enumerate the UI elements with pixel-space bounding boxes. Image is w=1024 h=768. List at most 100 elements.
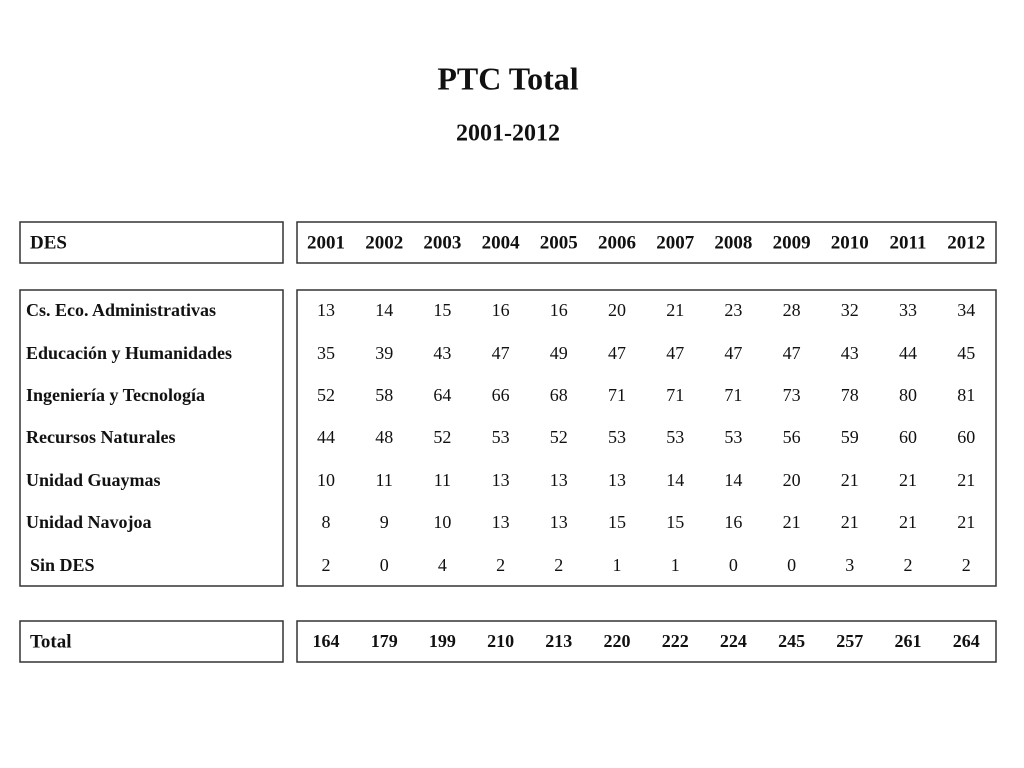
cell-value: 13 — [550, 512, 568, 532]
header-label-box — [19, 221, 284, 264]
cell-value: 32 — [841, 300, 859, 320]
year-header: 2001 — [307, 232, 345, 253]
header-label: DES — [30, 232, 67, 253]
cell-value: 47 — [608, 343, 626, 363]
cell-value: 15 — [608, 512, 626, 532]
cell-value: 10 — [433, 512, 451, 532]
cell-value: 59 — [841, 427, 859, 447]
cell-value: 71 — [608, 385, 626, 405]
cell-value: 53 — [666, 427, 684, 447]
total-value: 199 — [429, 631, 456, 651]
cell-value: 64 — [433, 385, 451, 405]
cell-value: 13 — [608, 470, 626, 490]
year-header: 2002 — [365, 232, 403, 253]
row-labels-box — [19, 289, 284, 587]
cell-value: 43 — [841, 343, 859, 363]
cell-value: 15 — [666, 512, 684, 532]
total-label: Total — [30, 631, 72, 652]
cell-value: 47 — [666, 343, 684, 363]
title: PTC Total — [437, 60, 578, 96]
row-label: Unidad Guaymas — [26, 470, 161, 490]
year-header: 2006 — [598, 232, 636, 253]
year-header: 2010 — [831, 232, 869, 253]
cell-value: 58 — [375, 385, 393, 405]
cell-value: 43 — [433, 343, 451, 363]
cell-value: 47 — [724, 343, 742, 363]
cell-value: 14 — [724, 470, 742, 490]
total-value: 224 — [720, 631, 747, 651]
total-value: 220 — [604, 631, 631, 651]
cell-value: 20 — [608, 300, 626, 320]
year-header: 2008 — [714, 232, 752, 253]
cell-value: 44 — [317, 427, 335, 447]
cell-value: 68 — [550, 385, 568, 405]
cell-value: 71 — [724, 385, 742, 405]
cell-value: 48 — [375, 427, 393, 447]
cell-value: 21 — [841, 470, 859, 490]
cell-value: 13 — [317, 300, 335, 320]
cell-value: 80 — [899, 385, 917, 405]
cell-value: 28 — [783, 300, 801, 320]
cell-value: 21 — [899, 470, 917, 490]
row-label: Cs. Eco. Administrativas — [26, 300, 216, 320]
cell-value: 60 — [899, 427, 917, 447]
cell-value: 52 — [550, 427, 568, 447]
cell-value: 13 — [492, 512, 510, 532]
total-value: 264 — [953, 631, 980, 651]
cell-value: 47 — [783, 343, 801, 363]
total-value: 213 — [545, 631, 572, 651]
cell-value: 0 — [787, 555, 796, 575]
year-header: 2011 — [890, 232, 927, 253]
cell-value: 39 — [375, 343, 393, 363]
cell-value: 20 — [783, 470, 801, 490]
total-value: 261 — [895, 631, 922, 651]
row-label: Recursos Naturales — [26, 427, 175, 447]
year-header: 2009 — [773, 232, 811, 253]
cell-value: 3 — [845, 555, 854, 575]
total-value: 210 — [487, 631, 514, 651]
cell-value: 16 — [550, 300, 568, 320]
cell-value: 11 — [434, 470, 451, 490]
year-header: 2012 — [947, 232, 985, 253]
cell-value: 13 — [492, 470, 510, 490]
cell-value: 2 — [322, 555, 331, 575]
cell-value: 21 — [899, 512, 917, 532]
cell-value: 47 — [492, 343, 510, 363]
cell-value: 34 — [957, 300, 975, 320]
cell-value: 4 — [438, 555, 447, 575]
cell-value: 16 — [492, 300, 510, 320]
year-header: 2007 — [656, 232, 695, 253]
cell-value: 10 — [317, 470, 335, 490]
cell-value: 53 — [724, 427, 742, 447]
year-header: 2003 — [423, 232, 461, 253]
cell-value: 53 — [608, 427, 626, 447]
total-value: 164 — [313, 631, 340, 651]
row-label: Sin DES — [30, 555, 95, 575]
cell-value: 2 — [962, 555, 971, 575]
cell-value: 35 — [317, 343, 335, 363]
row-label: Unidad Navojoa — [26, 512, 152, 532]
cell-value: 11 — [376, 470, 393, 490]
cell-value: 1 — [671, 555, 680, 575]
cell-value: 33 — [899, 300, 917, 320]
cell-value: 71 — [666, 385, 684, 405]
cell-value: 2 — [496, 555, 505, 575]
total-value: 257 — [836, 631, 863, 651]
cell-value: 73 — [783, 385, 801, 405]
cell-value: 9 — [380, 512, 389, 532]
cell-value: 1 — [613, 555, 622, 575]
cell-value: 14 — [375, 300, 393, 320]
cell-value: 0 — [380, 555, 389, 575]
cell-value: 15 — [433, 300, 451, 320]
row-label: Ingeniería y Tecnología — [26, 385, 205, 405]
year-header: 2004 — [482, 232, 521, 253]
total-value: 179 — [371, 631, 398, 651]
cell-value: 81 — [957, 385, 975, 405]
header-years-box — [296, 221, 997, 264]
cell-value: 13 — [550, 470, 568, 490]
cell-value: 21 — [783, 512, 801, 532]
cell-value: 2 — [554, 555, 563, 575]
total-values-box — [296, 620, 997, 663]
cell-value: 14 — [666, 470, 684, 490]
